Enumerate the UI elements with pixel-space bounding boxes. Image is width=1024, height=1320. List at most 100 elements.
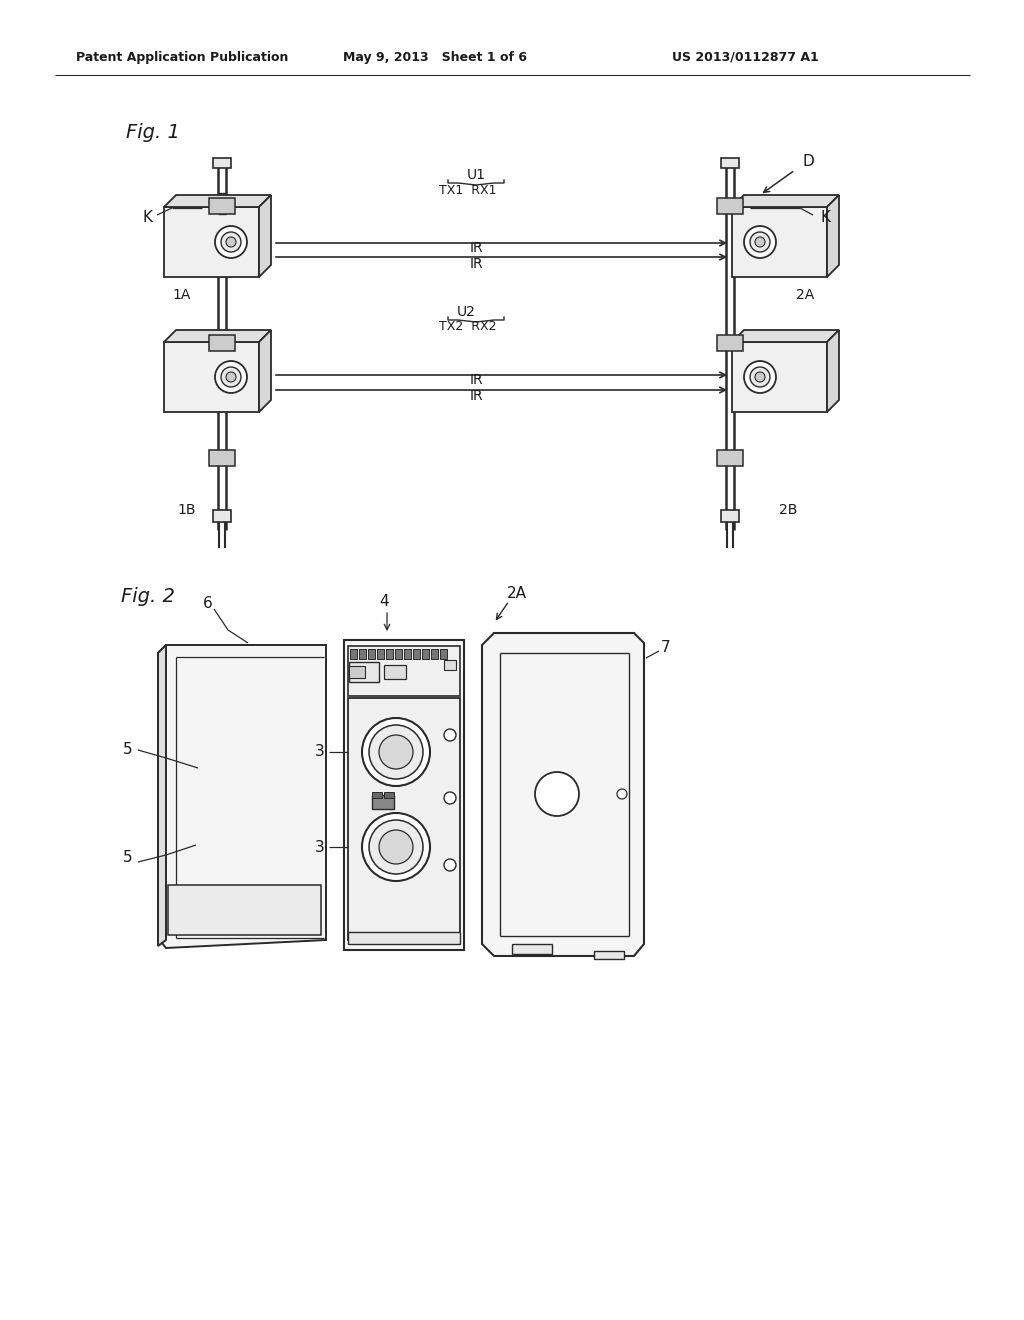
Polygon shape <box>732 330 839 342</box>
Bar <box>348 698 460 940</box>
Polygon shape <box>259 195 271 277</box>
Text: TX1  RX1: TX1 RX1 <box>439 183 497 197</box>
Bar <box>209 198 234 214</box>
Text: 1B: 1B <box>178 503 197 517</box>
Bar <box>444 660 456 671</box>
Bar <box>404 649 411 659</box>
Text: 2A: 2A <box>507 586 527 601</box>
Text: Patent Application Publication: Patent Application Publication <box>76 50 288 63</box>
Circle shape <box>226 372 236 381</box>
Bar <box>431 649 438 659</box>
Bar <box>413 649 420 659</box>
Polygon shape <box>213 158 231 168</box>
Bar <box>348 932 460 944</box>
Bar <box>349 667 365 678</box>
Bar <box>209 335 234 351</box>
Bar <box>717 198 743 214</box>
Text: 6: 6 <box>203 595 213 610</box>
Bar <box>384 665 406 678</box>
Polygon shape <box>482 634 644 956</box>
Bar <box>440 649 447 659</box>
Text: 1A: 1A <box>173 288 191 302</box>
Text: K: K <box>142 210 152 226</box>
Polygon shape <box>721 158 739 168</box>
Bar <box>209 450 234 466</box>
Text: IR: IR <box>469 389 482 403</box>
Circle shape <box>215 226 247 257</box>
Circle shape <box>369 725 423 779</box>
Circle shape <box>750 367 770 387</box>
Text: Fig. 2: Fig. 2 <box>121 587 175 606</box>
Text: 3: 3 <box>315 840 325 854</box>
Polygon shape <box>721 510 739 521</box>
Circle shape <box>215 360 247 393</box>
Circle shape <box>444 859 456 871</box>
Circle shape <box>755 372 765 381</box>
Bar <box>348 645 460 696</box>
Text: US 2013/0112877 A1: US 2013/0112877 A1 <box>672 50 818 63</box>
Text: 4: 4 <box>379 594 389 610</box>
Bar <box>717 335 743 351</box>
Circle shape <box>755 238 765 247</box>
Polygon shape <box>168 884 321 935</box>
Circle shape <box>744 226 776 257</box>
Polygon shape <box>827 330 839 412</box>
Circle shape <box>369 820 423 874</box>
Bar <box>384 792 394 799</box>
Polygon shape <box>158 645 326 948</box>
Text: IR: IR <box>469 257 482 271</box>
Polygon shape <box>213 510 231 521</box>
Circle shape <box>744 360 776 393</box>
Circle shape <box>362 718 430 785</box>
Bar <box>372 795 394 809</box>
Polygon shape <box>732 195 839 207</box>
Bar <box>350 649 357 659</box>
Text: 5: 5 <box>123 850 133 866</box>
Text: 2A: 2A <box>796 288 814 302</box>
Circle shape <box>379 735 413 770</box>
Circle shape <box>221 232 241 252</box>
Bar <box>512 944 552 954</box>
Bar <box>344 640 464 950</box>
Polygon shape <box>827 195 839 277</box>
Text: IR: IR <box>469 374 482 387</box>
Polygon shape <box>158 645 166 946</box>
Polygon shape <box>164 207 259 277</box>
Bar <box>372 792 382 799</box>
Text: TX2  RX2: TX2 RX2 <box>439 321 497 334</box>
Circle shape <box>750 232 770 252</box>
Circle shape <box>444 792 456 804</box>
Bar <box>377 649 384 659</box>
Text: K: K <box>820 210 830 226</box>
Circle shape <box>362 813 430 880</box>
Bar <box>368 649 375 659</box>
Polygon shape <box>164 342 259 412</box>
Text: IR: IR <box>469 242 482 255</box>
Bar <box>359 649 366 659</box>
Text: 7: 7 <box>662 640 671 656</box>
Polygon shape <box>259 330 271 412</box>
Bar <box>349 663 379 682</box>
Text: 3: 3 <box>315 744 325 759</box>
Bar <box>395 649 402 659</box>
Bar <box>422 649 429 659</box>
Bar <box>594 950 624 960</box>
Circle shape <box>226 238 236 247</box>
Polygon shape <box>732 342 827 412</box>
Bar <box>717 450 743 466</box>
Text: Fig. 1: Fig. 1 <box>126 124 180 143</box>
Text: D: D <box>802 154 814 169</box>
Text: 2B: 2B <box>779 503 798 517</box>
Polygon shape <box>732 207 827 277</box>
Circle shape <box>617 789 627 799</box>
Text: U1: U1 <box>467 168 485 182</box>
Circle shape <box>444 729 456 741</box>
Text: U2: U2 <box>457 305 475 319</box>
Circle shape <box>379 830 413 865</box>
Circle shape <box>535 772 579 816</box>
Polygon shape <box>164 195 271 207</box>
Polygon shape <box>164 330 271 342</box>
Circle shape <box>221 367 241 387</box>
Bar <box>386 649 393 659</box>
Text: May 9, 2013   Sheet 1 of 6: May 9, 2013 Sheet 1 of 6 <box>343 50 527 63</box>
